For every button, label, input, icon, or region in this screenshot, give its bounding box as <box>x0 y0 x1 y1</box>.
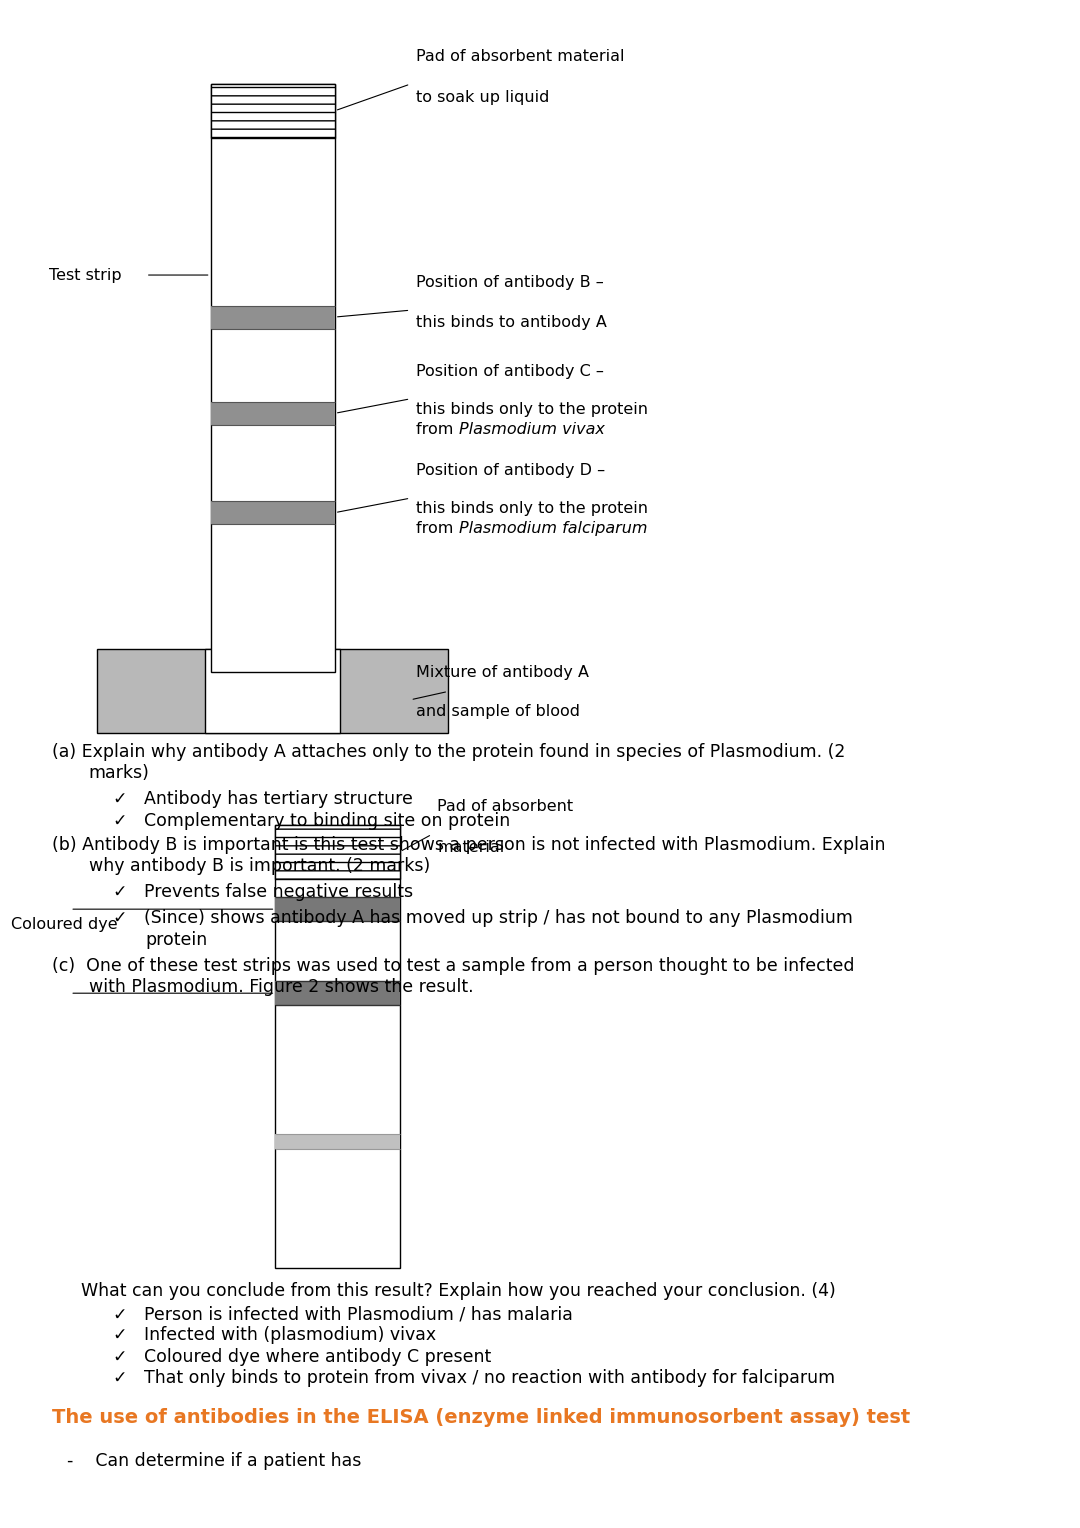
Bar <box>211 84 335 672</box>
Text: ✓   Coloured dye where antibody C present: ✓ Coloured dye where antibody C present <box>113 1348 491 1366</box>
Bar <box>211 84 335 138</box>
Text: this binds only to the protein: this binds only to the protein <box>416 402 648 417</box>
Bar <box>275 897 400 921</box>
Text: ✓   Antibody has tertiary structure: ✓ Antibody has tertiary structure <box>113 790 414 808</box>
Text: Position of antibody C –: Position of antibody C – <box>416 364 604 379</box>
Text: Plasmodium vivax: Plasmodium vivax <box>459 422 605 437</box>
Text: (a) Explain why antibody A attaches only to the protein found in species of Plas: (a) Explain why antibody A attaches only… <box>52 743 846 761</box>
Text: (b) Antibody B is important is this test shows a person is not infected with Pla: (b) Antibody B is important is this test… <box>52 836 886 854</box>
Bar <box>275 1134 400 1149</box>
Text: protein: protein <box>146 931 208 949</box>
Bar <box>275 981 400 1005</box>
Text: ✓   Person is infected with Plasmodium / has malaria: ✓ Person is infected with Plasmodium / h… <box>113 1305 573 1323</box>
Text: ✓   (Since) shows antibody A has moved up strip / has not bound to any Plasmodiu: ✓ (Since) shows antibody A has moved up … <box>113 909 853 927</box>
Text: ✓   Infected with (plasmodium) vivax: ✓ Infected with (plasmodium) vivax <box>113 1326 436 1345</box>
Text: this binds to antibody ​A: this binds to antibody ​A <box>416 315 607 330</box>
Text: Test strip: Test strip <box>49 267 121 283</box>
Text: Pad of absorbent material: Pad of absorbent material <box>416 49 624 64</box>
Text: to soak up liquid: to soak up liquid <box>416 90 549 105</box>
Text: why antibody B is important. (2 marks): why antibody B is important. (2 marks) <box>89 857 430 876</box>
Text: material: material <box>437 840 504 856</box>
Text: ✓   That only binds to protein from vivax / no reaction with antibody for falcip: ✓ That only binds to protein from vivax … <box>113 1369 836 1387</box>
Text: ✓   Complementary to binding site on protein: ✓ Complementary to binding site on prote… <box>113 811 511 830</box>
Text: Plasmodium falciparum: Plasmodium falciparum <box>459 521 648 536</box>
Bar <box>97 649 448 733</box>
Text: marks): marks) <box>89 764 149 782</box>
Text: from: from <box>416 422 458 437</box>
Text: Position of antibody D –: Position of antibody D – <box>416 463 605 478</box>
Text: What can you conclude from this result? Explain how you reached your conclusion.: What can you conclude from this result? … <box>81 1282 836 1300</box>
Bar <box>211 501 335 524</box>
Text: The use of antibodies in the ELISA (enzyme linked immunosorbent assay) test: The use of antibodies in the ELISA (enzy… <box>52 1409 910 1427</box>
Text: Pad of absorbent: Pad of absorbent <box>437 799 573 814</box>
Text: from: from <box>416 521 458 536</box>
Bar <box>275 825 400 1268</box>
Text: with Plasmodium. Figure 2 shows the result.: with Plasmodium. Figure 2 shows the resu… <box>89 978 473 996</box>
Bar <box>211 402 335 425</box>
Text: Position of antibody B –: Position of antibody B – <box>416 275 604 290</box>
Bar <box>211 306 335 329</box>
Text: this binds only to the protein: this binds only to the protein <box>416 501 648 516</box>
Text: and sample of blood: and sample of blood <box>416 704 580 720</box>
Text: -    Can determine if a patient has: - Can determine if a patient has <box>67 1452 362 1470</box>
Bar <box>205 649 340 733</box>
Text: (c)  One of these test strips was used to test a sample from a person thought to: (c) One of these test strips was used to… <box>52 957 854 975</box>
Text: ✓   Prevents false negative results: ✓ Prevents false negative results <box>113 883 414 902</box>
Text: Mixture of antibody ​A: Mixture of antibody ​A <box>416 665 589 680</box>
Bar <box>275 825 400 879</box>
Text: Coloured dye: Coloured dye <box>11 917 118 932</box>
